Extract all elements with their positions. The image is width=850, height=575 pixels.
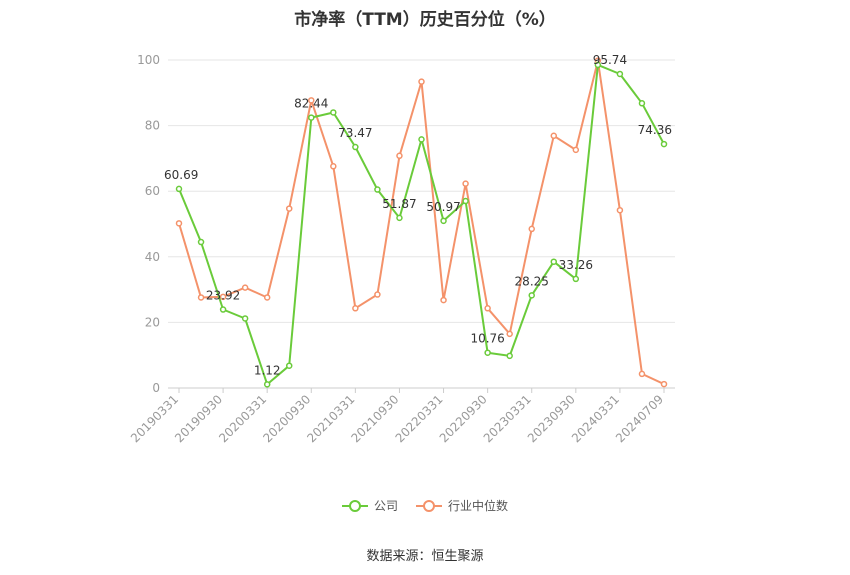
- point-s0-20200930: [308, 114, 315, 121]
- y-tick-label-40: 40: [145, 250, 160, 264]
- point-s0-20231231: [594, 61, 602, 69]
- point-s1-20191231: [241, 284, 249, 291]
- x-tick-label-20240709: 20240709: [613, 392, 666, 445]
- point-s0-20211231: [418, 136, 425, 143]
- data-label-20220930: 10.76: [470, 332, 504, 346]
- legend-label-company: 公司: [373, 499, 398, 513]
- point-s0-20200630: [285, 362, 293, 369]
- y-tick-label-100: 100: [137, 53, 160, 67]
- data-label-20240709: 74.36: [638, 123, 672, 137]
- point-s1-20221231: [506, 330, 513, 338]
- point-s0-20190331: [175, 185, 183, 193]
- point-s1-20211231: [418, 78, 425, 85]
- point-s0-20240630: [638, 100, 646, 107]
- point-s0-20220930: [484, 349, 491, 356]
- point-s1-20190331: [175, 220, 183, 227]
- point-s1-20200331: [263, 294, 271, 301]
- point-s0-20201231: [330, 109, 337, 116]
- series-line-0: [178, 63, 665, 386]
- legend-swatch-company: [341, 499, 368, 513]
- legend-item-industry-median[interactable]: 行业中位数: [416, 497, 508, 514]
- point-s1-20230331: [528, 225, 535, 233]
- point-s0-20240709: [660, 140, 668, 148]
- point-s0-20220331: [440, 217, 447, 225]
- point-s1-20220930: [484, 305, 491, 312]
- chart-title: 市净率（TTM）历史百分位（%）: [294, 10, 556, 30]
- point-s1-20220630: [462, 180, 469, 187]
- data-label-20240331: 95.74: [593, 53, 627, 67]
- point-s1-20240331: [616, 206, 624, 214]
- legend: 公司 行业中位数: [0, 497, 850, 514]
- point-s0-20190930: [219, 306, 227, 313]
- legend-item-company[interactable]: 公司: [341, 497, 398, 514]
- point-s0-20200331: [263, 381, 271, 388]
- point-s1-20220331: [440, 296, 447, 304]
- point-s0-20230630: [550, 258, 558, 265]
- point-s1-20190630: [197, 294, 205, 301]
- point-s0-20210930: [396, 214, 403, 222]
- y-tick-label-80: 80: [145, 119, 160, 133]
- x-axis: 2019033120190930202003312020093020210331…: [128, 387, 675, 445]
- grid-lines: [168, 59, 675, 323]
- point-s1-20210630: [374, 291, 381, 298]
- y-axis: 0 20 40 60 80 100: [137, 53, 160, 395]
- data-source: 数据来源：恒生聚源: [366, 549, 484, 564]
- y-tick-label-0: 0: [152, 381, 160, 395]
- point-s1-20230930: [572, 146, 580, 154]
- data-label-20230930: 33.26: [559, 258, 593, 272]
- y-tick-label-60: 60: [145, 184, 160, 198]
- point-s0-20230930: [572, 275, 580, 283]
- point-s0-20190630: [197, 238, 205, 246]
- data-label-20210331: 73.47: [338, 126, 372, 140]
- point-s1-20240709: [660, 380, 668, 388]
- point-s1-20240630: [638, 370, 646, 378]
- point-s1-20200630: [285, 205, 293, 212]
- y-tick-label-20: 20: [145, 315, 160, 329]
- point-s1-20210331: [352, 305, 359, 312]
- legend-label-industry-median: 行业中位数: [448, 499, 509, 513]
- data-label-20210930: 51.87: [382, 197, 416, 211]
- data-label-20190331: 60.69: [164, 168, 198, 182]
- data-labels: 60.69 23.92 1.12 82.44 73.47 51.87 50.97 10.76 2…: [164, 53, 672, 377]
- point-s1-20200930: [308, 97, 315, 104]
- point-s0-20210630: [374, 186, 381, 193]
- data-label-20220331: 50.97: [426, 200, 460, 214]
- series-group: [175, 57, 668, 388]
- point-s1-20190930: [219, 293, 227, 301]
- point-s0-20191231: [241, 315, 249, 322]
- point-s0-20230331: [528, 292, 535, 299]
- point-s1-20201231: [330, 163, 337, 170]
- legend-swatch-industry-median: [416, 499, 442, 513]
- point-s0-20221231: [506, 352, 513, 360]
- data-label-20230331: 28.25: [515, 274, 549, 288]
- data-label-20200331: 1.12: [254, 363, 281, 377]
- point-s0-20220630: [462, 197, 469, 205]
- data-label-20200930: 82.44: [294, 97, 328, 111]
- point-s1-20210930: [396, 152, 403, 160]
- data-label-20190930: 23.92: [206, 289, 240, 303]
- point-s1-20230630: [550, 132, 558, 140]
- point-s0-20240331: [616, 70, 624, 78]
- point-s0-20210331: [352, 143, 359, 151]
